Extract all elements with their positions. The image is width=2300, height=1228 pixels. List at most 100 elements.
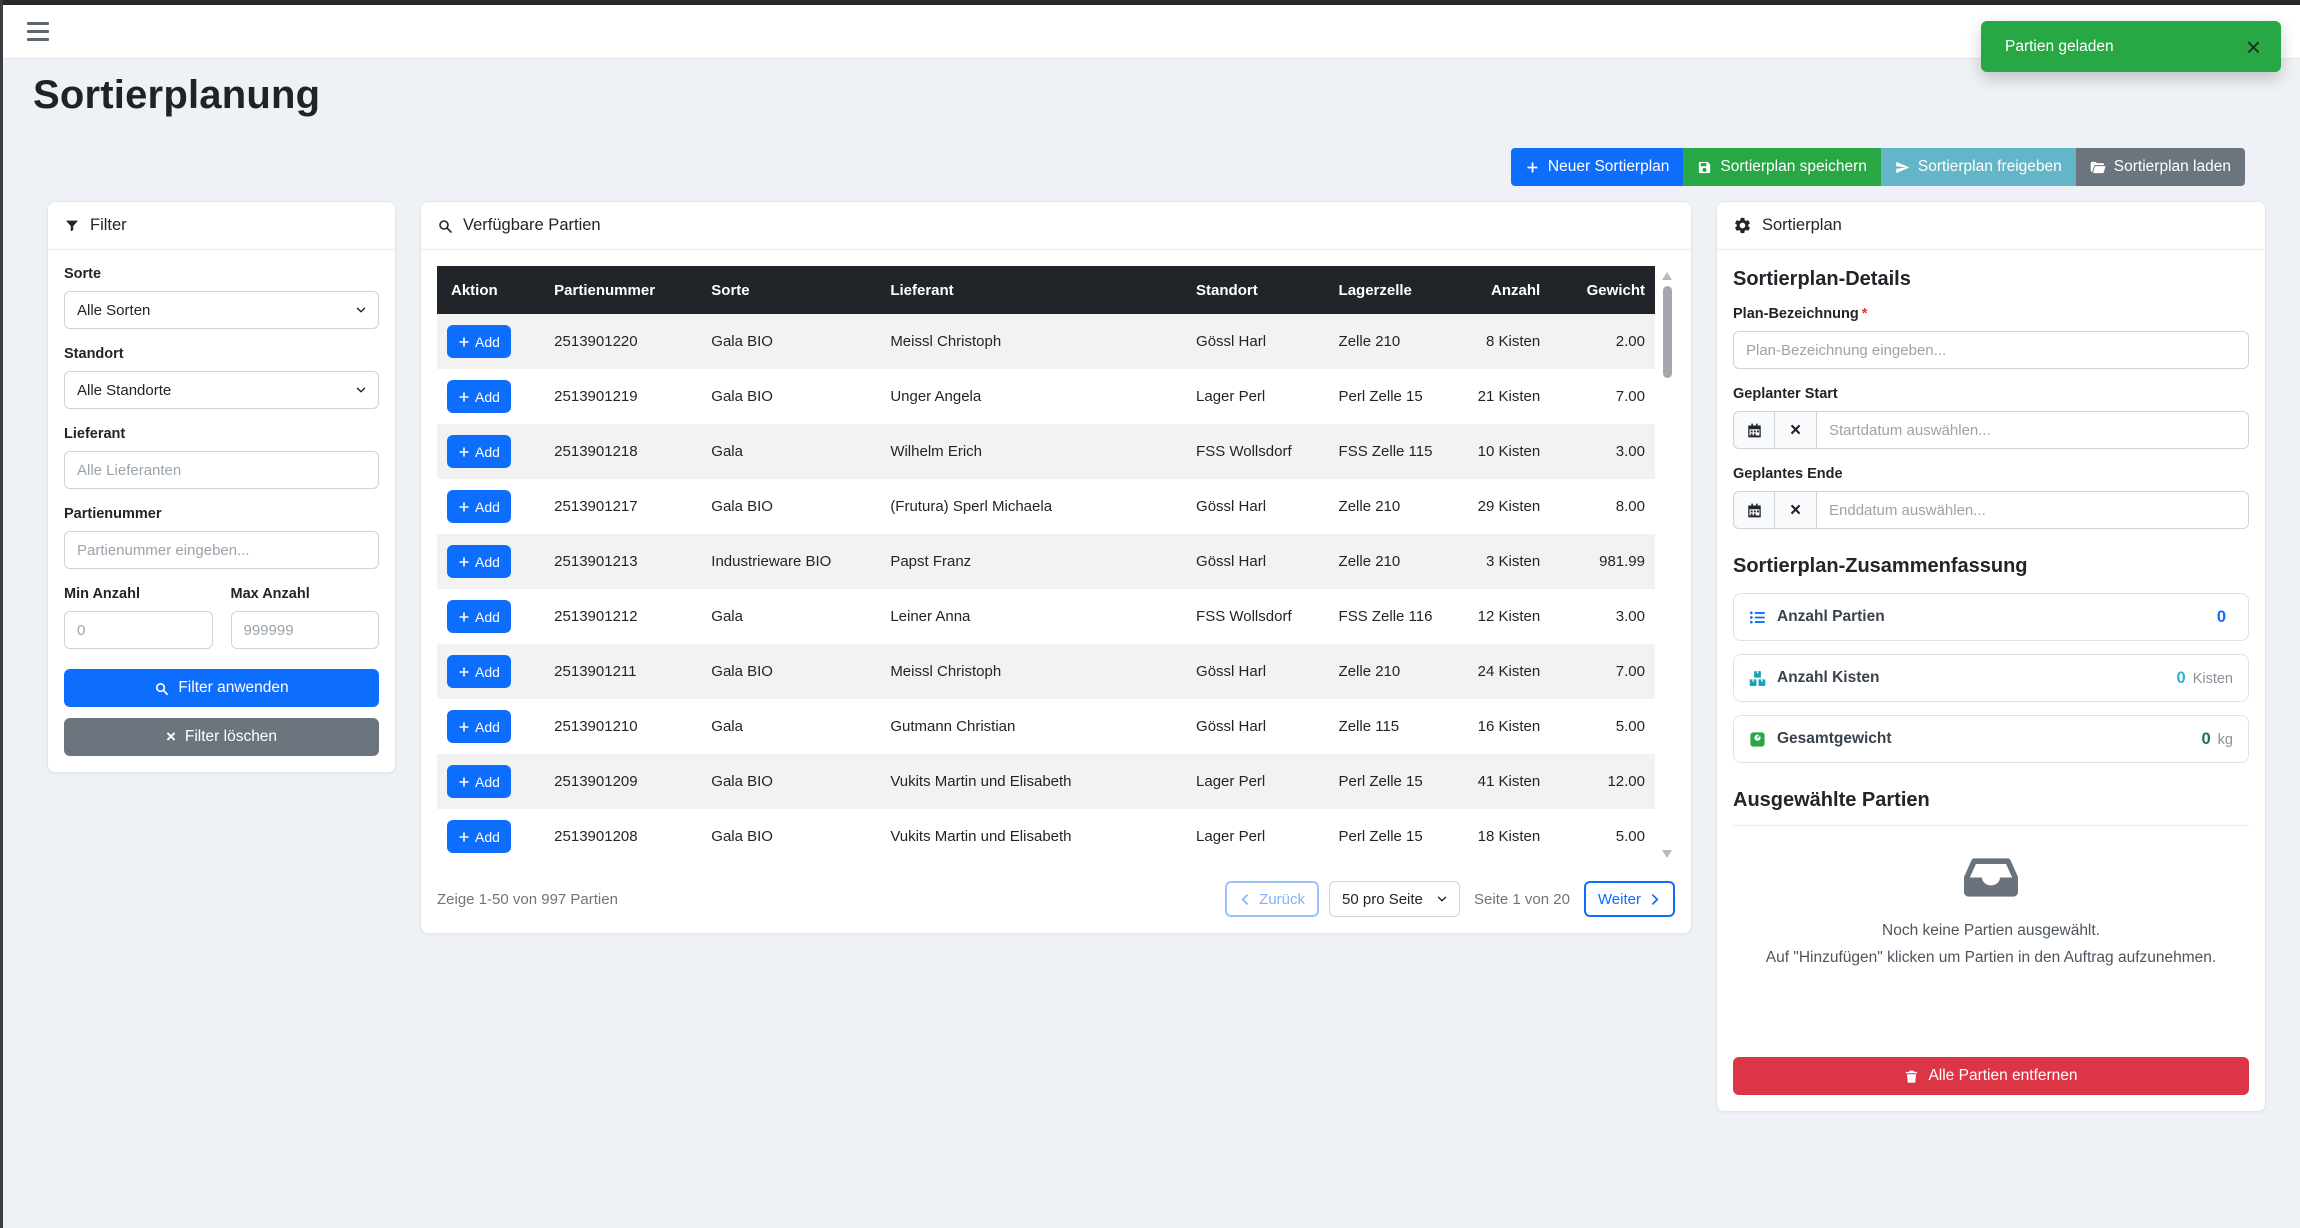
table-row: Add 2513901209 Gala BIO Vukits Martin un…	[437, 754, 1655, 809]
apply-filter-button[interactable]: Filter anwenden	[64, 669, 379, 707]
cell-sorte: Gala BIO	[711, 828, 773, 845]
sortierplan-panel-header: Sortierplan	[1717, 202, 2265, 250]
add-partie-button[interactable]: Add	[447, 765, 511, 798]
plus-icon	[459, 502, 469, 511]
cell-standort: Gössl Harl	[1196, 663, 1267, 680]
required-mark: *	[1861, 306, 1868, 322]
start-date-label: Geplanter Start	[1733, 386, 1838, 402]
add-partie-button[interactable]: Add	[447, 380, 511, 413]
cell-lieferant: Meissl Christoph	[890, 663, 1002, 680]
plan-name-input[interactable]	[1733, 331, 2249, 369]
cell-sorte: Gala BIO	[711, 333, 773, 350]
max-anzahl-input[interactable]	[230, 611, 379, 649]
cell-sorte: Gala	[711, 718, 743, 735]
partienummer-input[interactable]	[64, 531, 379, 569]
min-anzahl-input[interactable]	[64, 611, 213, 649]
table-row: Add 2513901212 Gala Leiner Anna FSS Woll…	[437, 589, 1655, 644]
cell-partienummer: 2513901217	[554, 498, 638, 515]
save-sortierplan-button[interactable]: Sortierplan speichern	[1683, 148, 1881, 186]
table-row: Add 2513901220 Gala BIO Meissl Christoph…	[437, 314, 1655, 369]
col-lieferant: Lieferant	[880, 266, 1187, 314]
available-partien-panel: Verfügbare Partien Aktion Partienummer	[420, 201, 1692, 934]
plus-icon	[1527, 162, 1538, 172]
add-partie-button[interactable]: Add	[447, 600, 511, 633]
cell-anzahl: 16 Kisten	[1477, 718, 1541, 735]
scroll-up-arrow-icon[interactable]	[1662, 272, 1672, 280]
clear-icon: ×	[1789, 419, 1802, 441]
cell-aktion: Add	[437, 424, 544, 479]
empty-selection-state: Noch keine Partien ausgewählt. Auf "Hinz…	[1733, 826, 2249, 971]
add-partie-button[interactable]: Add	[447, 325, 511, 358]
x-icon: ×	[165, 727, 176, 746]
page-size-select[interactable]: 50 pro Seite	[1329, 881, 1461, 917]
cell-lagerzelle: FSS Zelle 115	[1338, 443, 1433, 460]
boxes-icon	[1749, 670, 1766, 686]
add-partie-button[interactable]: Add	[447, 490, 511, 523]
table-row: Add 2513901208 Gala BIO Vukits Martin un…	[437, 809, 1655, 864]
plus-icon	[459, 392, 469, 401]
cell-anzahl: 29 Kisten	[1477, 498, 1541, 515]
cell-lagerzelle: Perl Zelle 15	[1338, 773, 1423, 790]
search-icon	[439, 219, 452, 233]
start-clear-button[interactable]: ×	[1775, 411, 1817, 449]
sorte-select[interactable]: Alle Sorten	[64, 291, 379, 329]
col-standort: Standort	[1186, 266, 1329, 314]
chevron-left-icon	[1242, 893, 1249, 905]
cell-anzahl: 18 Kisten	[1477, 828, 1541, 845]
plus-icon	[459, 447, 469, 456]
close-icon[interactable]: ×	[2245, 31, 2261, 62]
plan-summary-heading: Sortierplan-Zusammenfassung	[1733, 555, 2028, 577]
plus-icon	[459, 777, 469, 786]
chevron-right-icon	[1652, 893, 1659, 905]
clear-filter-button[interactable]: × Filter löschen	[64, 718, 379, 756]
add-partie-button[interactable]: Add	[447, 820, 511, 853]
cell-partienummer: 2513901219	[554, 388, 638, 405]
gears-icon	[1733, 216, 1752, 235]
standort-select[interactable]: Alle Standorte	[64, 371, 379, 409]
scroll-down-arrow-icon[interactable]	[1662, 850, 1672, 858]
add-partie-button[interactable]: Add	[447, 545, 511, 578]
release-sortierplan-button[interactable]: Sortierplan freigeben	[1880, 148, 2076, 186]
cell-aktion: Add	[437, 534, 544, 589]
end-date-input[interactable]	[1817, 491, 2249, 529]
cell-lagerzelle: Perl Zelle 15	[1338, 828, 1423, 845]
cell-standort: Lager Perl	[1196, 388, 1266, 405]
plus-icon	[459, 832, 469, 841]
plus-icon	[459, 557, 469, 566]
next-page-button[interactable]: Weiter	[1583, 881, 1675, 917]
cell-standort: Lager Perl	[1196, 773, 1266, 790]
start-calendar-button[interactable]	[1733, 411, 1775, 449]
summary-anzahl-partien: Anzahl Partien 0	[1733, 593, 2249, 641]
summary-gesamtgewicht: Gesamtgewicht 0 kg	[1733, 715, 2249, 763]
cell-gewicht: 3.00	[1615, 608, 1645, 625]
cell-standort: Gössl Harl	[1196, 498, 1267, 515]
sorte-label: Sorte	[64, 266, 102, 282]
filter-panel: Filter Sorte Alle Sorten Standort Alle S…	[47, 201, 396, 773]
new-sortierplan-button[interactable]: Neuer Sortierplan	[1510, 148, 1684, 186]
cell-gewicht: 8.00	[1615, 498, 1645, 515]
pagination-summary: Zeige 1-50 von 997 Partien	[437, 890, 618, 908]
cell-sorte: Gala BIO	[711, 498, 773, 515]
cell-gewicht: 12.00	[1607, 773, 1645, 790]
gesamtgewicht-value: 0	[2201, 729, 2211, 748]
cell-partienummer: 2513901209	[554, 773, 638, 790]
table-row: Add 2513901217 Gala BIO (Frutura) Sperl …	[437, 479, 1655, 534]
lieferant-input[interactable]	[64, 451, 379, 489]
menu-icon[interactable]	[27, 22, 49, 41]
cell-lieferant: Leiner Anna	[890, 608, 971, 625]
col-partienummer: Partienummer	[544, 266, 702, 314]
remove-all-partien-button[interactable]: Alle Partien entfernen	[1733, 1057, 2249, 1096]
min-anzahl-label: Min Anzahl	[64, 586, 140, 602]
prev-page-button[interactable]: Zurück	[1225, 881, 1320, 917]
cell-lagerzelle: Zelle 210	[1338, 498, 1401, 515]
scrollbar-thumb[interactable]	[1663, 286, 1672, 378]
add-partie-button[interactable]: Add	[447, 710, 511, 743]
weight-scale-icon	[1750, 731, 1765, 747]
start-date-input[interactable]	[1817, 411, 2249, 449]
load-sortierplan-button[interactable]: Sortierplan laden	[2075, 148, 2245, 186]
plus-icon	[459, 722, 469, 731]
add-partie-button[interactable]: Add	[447, 435, 511, 468]
add-partie-button[interactable]: Add	[447, 655, 511, 688]
end-clear-button[interactable]: ×	[1775, 491, 1817, 529]
end-calendar-button[interactable]	[1733, 491, 1775, 529]
